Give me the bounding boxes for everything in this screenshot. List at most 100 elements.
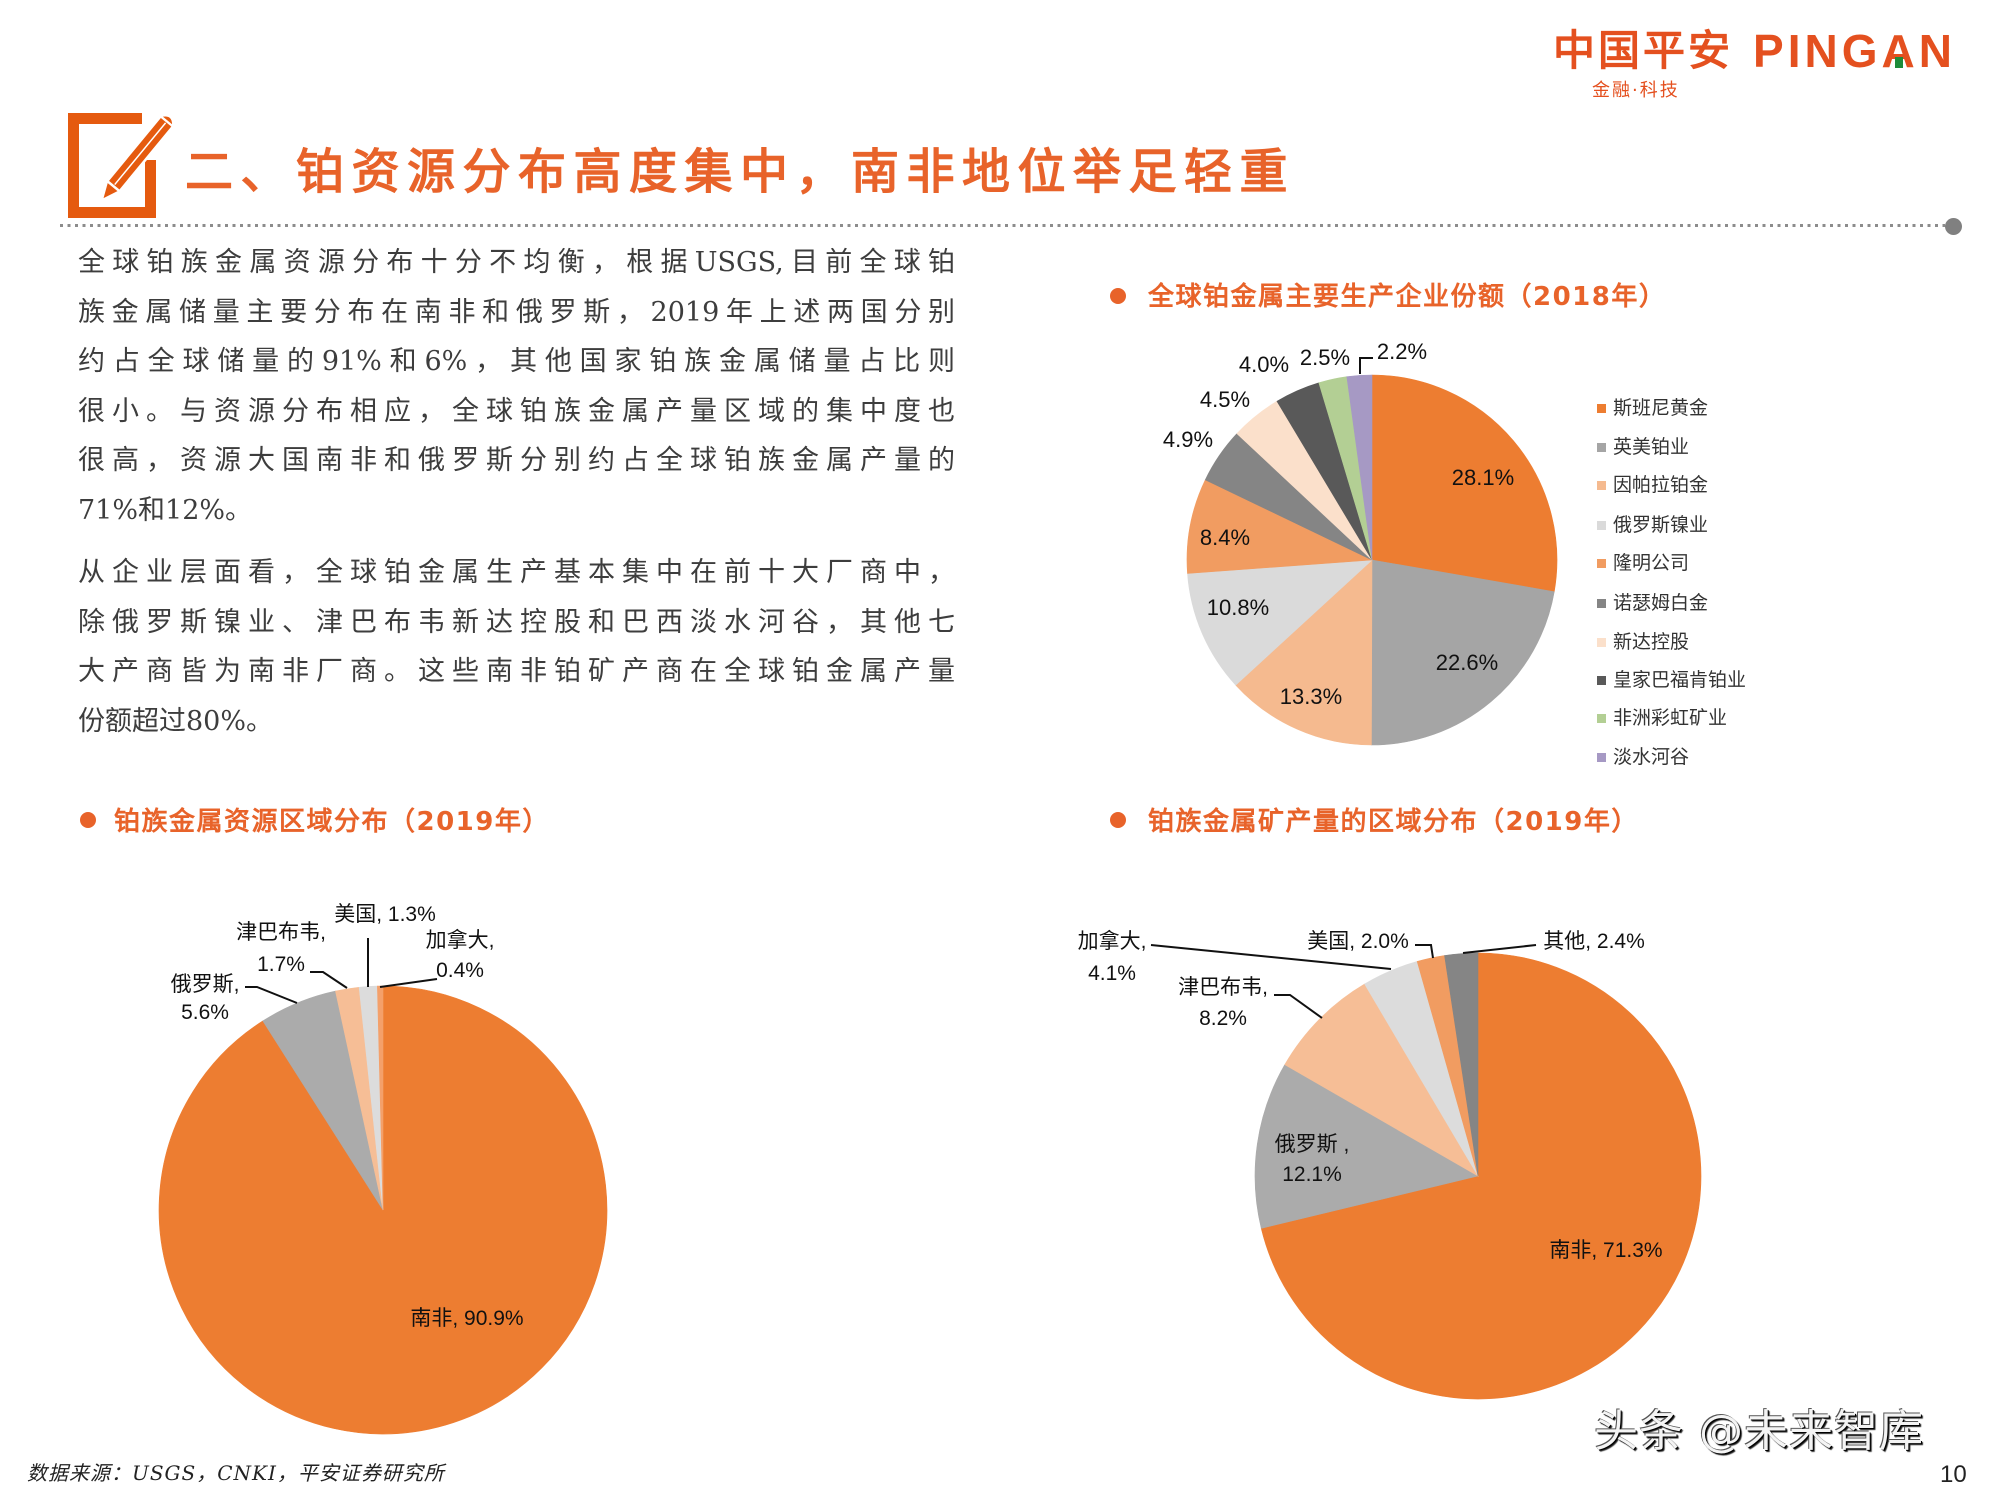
pie-slice [1444, 952, 1479, 1177]
leader-lines [245, 357, 1537, 1019]
leader-line [1415, 944, 1434, 959]
pie-label-canada: 加拿大, 0.4% [426, 926, 495, 986]
logo-green-square-icon [1895, 57, 1903, 68]
paragraph-line: 除俄罗斯镍业、津巴布韦新达控股和巴西淡水河谷，其他七 [78, 606, 955, 638]
pie-label-line: 南非, 90.9% [410, 1307, 524, 1330]
pie-slice [1254, 1064, 1479, 1229]
legend-swatch [1597, 520, 1606, 530]
legend-swatch [1597, 637, 1606, 647]
pie-label-line: 加拿大, [1077, 930, 1147, 953]
pie-label-zimbabwe: 津巴布韦, 8.2% [1178, 972, 1268, 1034]
pie-label: 4.0% [1238, 352, 1290, 377]
pie-slice [158, 985, 608, 1435]
leader-line [1150, 944, 1392, 970]
legend-item: 隆明公司 [1597, 549, 1689, 577]
pie-label-line: 南非, 71.3% [1549, 1239, 1663, 1262]
data-source-note: 数据来源：USGS，CNKI，平安证券研究所 [27, 1461, 445, 1485]
bullet-icon [1110, 288, 1126, 304]
pencil-square-icon [68, 113, 175, 218]
pie-label-russia: 俄罗斯, 5.6% [171, 971, 240, 1027]
legend-label: 非洲彩虹矿业 [1613, 707, 1728, 729]
legend-swatch [1597, 675, 1606, 685]
pie-slice [1371, 374, 1558, 593]
pie-label-line: 美国, 1.3% [334, 903, 436, 926]
leader-line [245, 986, 298, 1004]
paragraph-resources: 全球铂族金属资源分布十分不均衡，根据USGS,目前全球铂 族金属储量主要分布在南… [78, 238, 955, 535]
legend-item: 斯班尼黄金 [1597, 394, 1708, 422]
logo-tagline: 金融·科技 [1592, 80, 1680, 101]
pie-label-zimbabwe: 津巴布韦, 1.7% [236, 917, 326, 981]
pie-label: 4.5% [1199, 387, 1251, 412]
pie-chart-producers-2018 [1186, 374, 1558, 746]
legend-swatch [1597, 558, 1606, 568]
bullet-icon [1110, 812, 1126, 828]
paragraph-companies: 从企业层面看，全球铂金属生产基本集中在前十大厂商中， 除俄罗斯镍业、津巴布韦新达… [78, 548, 955, 746]
divider-end-dot-icon [1945, 218, 1962, 235]
leader-line [379, 978, 438, 988]
legend-label: 隆明公司 [1613, 552, 1690, 574]
legend-label: 斯班尼黄金 [1613, 397, 1709, 419]
legend-swatch [1597, 442, 1606, 452]
leader-line [1462, 944, 1537, 954]
legend-swatch [1597, 598, 1606, 608]
paragraph-line: 很高，资源大国南非和俄罗斯分别约占全球铂族金属产量的 [78, 445, 955, 476]
pie-slice [1346, 374, 1373, 561]
pie-label-line: 4.1% [1088, 962, 1136, 985]
pie-label-line: 12.1% [1282, 1163, 1342, 1186]
leader-line [1359, 357, 1373, 374]
dotted-divider [60, 224, 1945, 227]
pie-label-line: 其他, 2.4% [1543, 930, 1645, 953]
legend-swatch [1597, 480, 1606, 490]
pie-slice [1235, 559, 1373, 746]
paragraph-line: 份额超过80%。 [78, 705, 274, 737]
legend-label: 新达控股 [1613, 631, 1690, 653]
pie-label-line: 俄罗斯, [170, 973, 240, 996]
pie-label-south-africa: 南非, 71.3% [1549, 1236, 1662, 1266]
pie-label-line: 美国, 2.0% [1307, 930, 1409, 953]
chart-title-resources: 铂族金属资源区域分布（2019年） [114, 807, 550, 837]
legend-item: 英美铂业 [1597, 433, 1689, 461]
pie-slice [1284, 983, 1479, 1177]
pie-label: 2.5% [1299, 345, 1351, 370]
pie-label: 4.9% [1162, 427, 1214, 452]
pie-label-usa: 美国, 1.3% [334, 900, 436, 930]
pie-label-line: 1.7% [257, 953, 305, 976]
pie-label-other: 其他, 2.4% [1543, 927, 1645, 957]
logo-chinese-text: 中国平安 [1553, 26, 1734, 75]
pie-label-south-africa: 南非, 90.9% [410, 1304, 523, 1334]
pie-label: 8.4% [1199, 525, 1251, 550]
pie-label-line: 加拿大, [425, 929, 495, 952]
legend-item: 诺瑟姆白金 [1597, 589, 1708, 617]
bullet-icon [80, 812, 96, 828]
chart-title-producers: 全球铂金属主要生产企业份额（2018年） [1148, 282, 1667, 312]
pie-label: 28.1% [1451, 465, 1515, 490]
legend-label: 淡水河谷 [1613, 746, 1690, 768]
page-number: 10 [1940, 1461, 1967, 1488]
pingan-logo: 中国平安 PINGAN [1553, 26, 1956, 76]
legend-item: 新达控股 [1597, 628, 1689, 656]
legend-label: 皇家巴福肯铂业 [1613, 669, 1747, 691]
pie-label-line: 5.6% [181, 1001, 229, 1024]
pie-slice [1187, 559, 1373, 686]
leader-line [1274, 994, 1323, 1019]
pie-label-line: 津巴布韦, [236, 921, 326, 944]
legend-swatch [1597, 713, 1606, 723]
legend-swatch [1597, 403, 1606, 413]
pie-label-line: 8.2% [1199, 1007, 1247, 1030]
legend-label: 俄罗斯镍业 [1613, 514, 1709, 536]
legend-label: 因帕拉铂金 [1613, 474, 1709, 496]
paragraph-line: 从企业层面看，全球铂金属生产基本集中在前十大厂商中， [78, 557, 955, 588]
legend-item: 非洲彩虹矿业 [1597, 704, 1727, 732]
pie-label: 2.2% [1376, 339, 1428, 364]
pie-slice [1371, 559, 1555, 746]
paragraph-line: 族金属储量主要分布在南非和俄罗斯，2019年上述两国分别 [78, 296, 955, 328]
paragraph-line: 大产商皆为南非厂商。这些南非铂矿产商在全球铂金属产量 [78, 656, 955, 687]
pie-label: 10.8% [1206, 595, 1270, 620]
pie-label-line: 津巴布韦, [1178, 976, 1268, 999]
leader-line [310, 971, 348, 989]
legend-label: 英美铂业 [1613, 436, 1690, 458]
paragraph-line: 约占全球储量的91%和6%，其他国家铂族金属储量占比则 [78, 346, 955, 377]
section-title: 二、铂资源分布高度集中，南非地位举足轻重 [185, 144, 1296, 200]
